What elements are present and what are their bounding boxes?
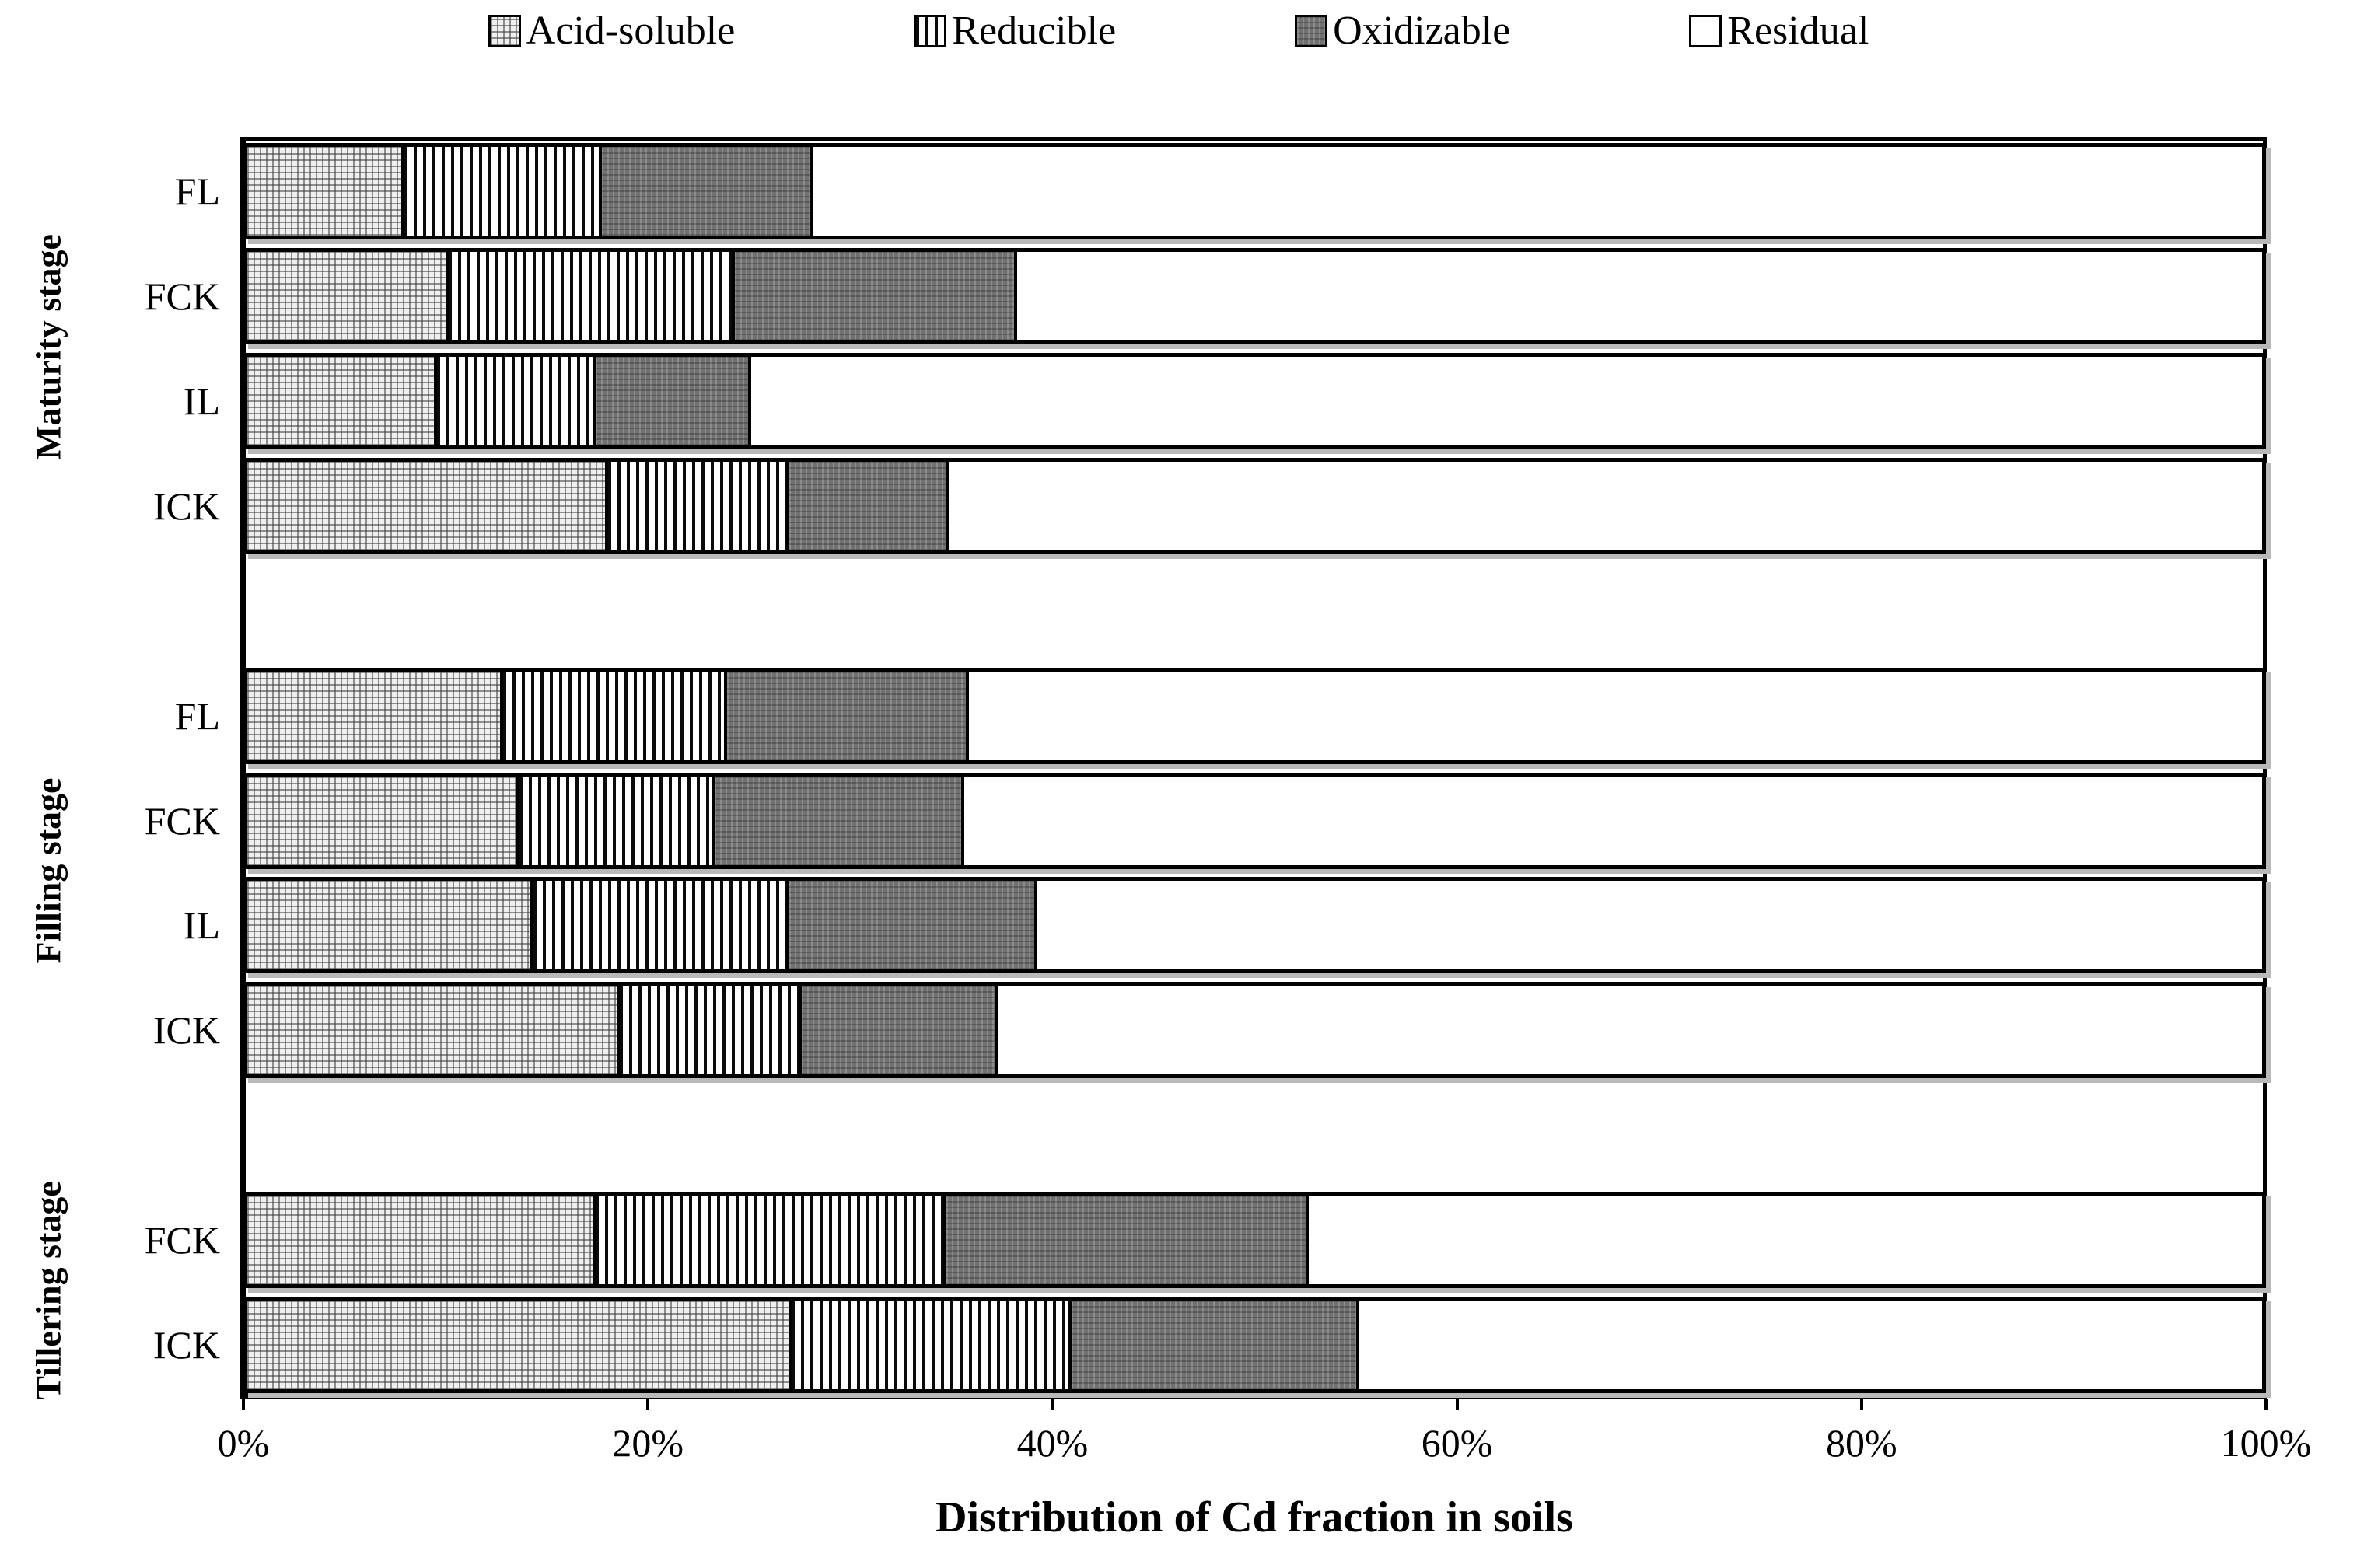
bar-row [243,143,2266,239]
row-label: FL [174,169,220,213]
bar-segment-acid-soluble [247,671,504,760]
bar-row [243,352,2266,449]
bar-segment-acid-soluble [247,1301,792,1390]
bar-segment-oxidizable [789,461,949,550]
legend-item-oxidizable: Oxidizable [1295,8,1510,54]
x-tick-mark [2264,1399,2268,1410]
bar-segment-oxidizable [801,986,999,1075]
bar-segment-acid-soluble [247,776,519,865]
legend-label-residual: Residual [1727,9,1869,53]
row-label: FCK [144,274,220,318]
bar-segment-residual [1016,251,2262,340]
bar-segment-oxidizable [602,147,814,236]
bar-segment-residual [968,671,2262,760]
legend-label-reducible: Reducible [952,9,1117,53]
row-label: FCK [144,1218,220,1262]
x-tick-mark [646,1399,650,1410]
bar-segment-reducible [620,986,802,1075]
bar-segment-acid-soluble [247,1196,596,1285]
x-tick-label: 80% [1825,1421,1897,1465]
legend-label-acid-soluble: Acid-soluble [526,9,736,53]
bar-segment-residual [1037,881,2262,970]
bar-segment-oxidizable [735,251,1017,340]
bar-segment-residual [813,147,2262,236]
bar-row [243,247,2266,344]
bar-segment-reducible [503,671,727,760]
legend-item-residual: Residual [1689,8,1869,54]
bar-segment-reducible [449,251,736,340]
bar-segment-acid-soluble [247,986,621,1075]
x-tick-mark [1859,1399,1863,1410]
bar-segment-residual [1359,1301,2262,1390]
bar-segment-residual [1309,1196,2262,1285]
x-tick-mark [242,1399,245,1410]
bar-row [243,1297,2266,1394]
bar-segment-residual [948,461,2262,550]
x-axis-title: Distribution of Cd fraction in soils [935,1493,1573,1542]
bar-segment-reducible [607,461,789,550]
row-label: IL [183,379,220,423]
group-label: Filling stage [28,777,68,964]
oxidizable-pattern-icon [1295,15,1328,47]
bar-segment-reducible [436,356,596,445]
bar-segment-residual [964,776,2262,865]
bar-segment-reducible [519,776,715,865]
row-label: ICK [152,1323,220,1367]
bar-segment-oxidizable [726,671,969,760]
row-label: FCK [144,798,220,843]
x-tick-label: 40% [1016,1421,1089,1465]
row-label: ICK [152,1008,220,1053]
bar-row [243,457,2266,554]
bar-segment-residual [998,986,2262,1075]
bar-segment-reducible [596,1196,947,1285]
bar-segment-oxidizable [596,356,751,445]
bar-segment-oxidizable [715,776,965,865]
plot-right-border [2263,137,2267,1399]
bar-segment-oxidizable [946,1196,1310,1285]
chart-legend: Acid-soluble Reducible Oxidizable Residu… [0,8,2357,54]
bar-segment-reducible [533,881,789,970]
x-tick-label: 100% [2220,1421,2312,1465]
bar-row [243,772,2266,869]
bar-segment-residual [750,356,2262,445]
legend-item-acid-soluble: Acid-soluble [488,8,736,54]
bar-segment-reducible [404,147,602,236]
y-axis-line [240,137,246,1399]
acid-soluble-pattern-icon [488,15,521,47]
bar-segment-oxidizable [789,881,1037,970]
x-tick-label: 60% [1421,1421,1493,1465]
group-label: Tillering stage [28,1181,68,1400]
bar-row [243,982,2266,1079]
x-tick-mark [1051,1399,1054,1410]
bar-segment-acid-soluble [247,147,405,236]
bar-segment-oxidizable [1071,1301,1360,1390]
bar-row [243,667,2266,764]
row-label: FL [174,693,220,738]
bar-segment-acid-soluble [247,251,449,340]
row-label: ICK [152,484,220,528]
legend-item-reducible: Reducible [914,8,1116,54]
bar-segment-reducible [791,1301,1072,1390]
reducible-pattern-icon [914,15,947,47]
group-label: Maturity stage [28,233,68,459]
x-tick-mark [1455,1399,1459,1410]
bar-segment-acid-soluble [247,881,533,970]
residual-pattern-icon [1689,15,1722,47]
bar-segment-acid-soluble [247,356,437,445]
bar-row [243,1192,2266,1289]
legend-label-oxidizable: Oxidizable [1333,9,1511,53]
x-tick-label: 20% [612,1421,684,1465]
bar-row [243,877,2266,974]
x-tick-label: 0% [217,1421,270,1465]
x-axis-line [240,1393,2267,1399]
bar-segment-acid-soluble [247,461,608,550]
plot-top-border [240,137,2267,141]
row-label: IL [183,903,220,948]
